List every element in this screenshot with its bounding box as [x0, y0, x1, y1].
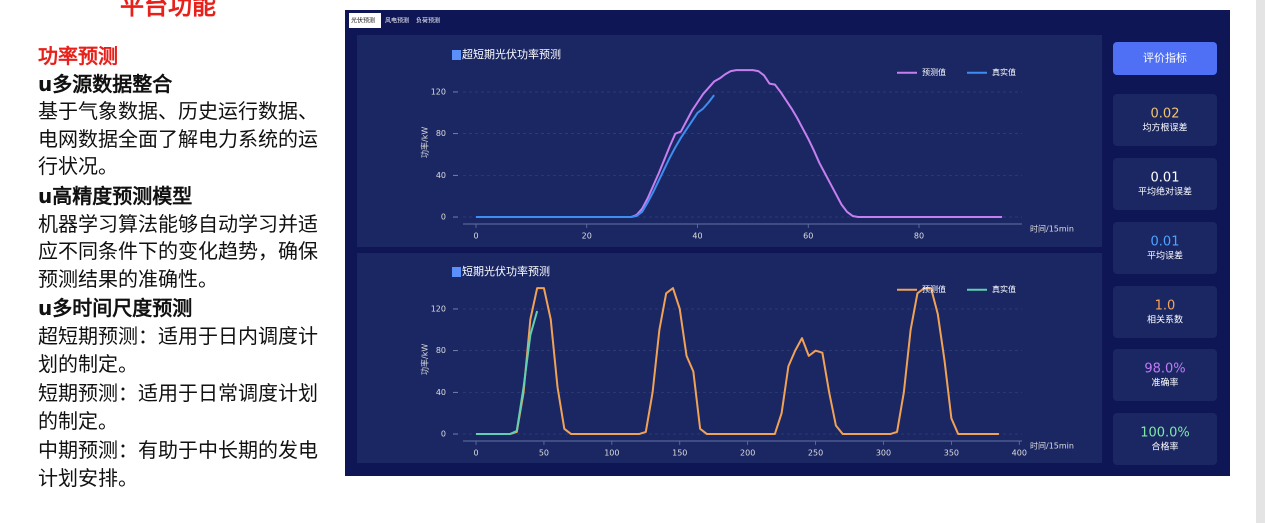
tab[interactable]: 风电预测: [385, 17, 409, 25]
x-tick-label: 60: [803, 232, 813, 241]
y-axis-label: 功率/kW: [420, 127, 430, 158]
x-axis-label: 时间/15min: [1030, 441, 1074, 451]
metric-card: [1113, 222, 1217, 274]
title-marker: [452, 50, 461, 60]
x-tick-label: 0: [473, 232, 478, 241]
metric-card: [1113, 158, 1217, 210]
tab[interactable]: 光伏预测: [351, 17, 375, 25]
series-line: [476, 310, 539, 436]
metric-value: 0.01: [1151, 171, 1180, 186]
x-tick-label: 0: [473, 449, 478, 458]
item-text: 短期预测：适用于日常调度计划的制定。: [38, 381, 318, 433]
y-tick-label: 0: [441, 213, 446, 222]
y-tick-label: 120: [431, 87, 446, 96]
page-title: 平台功能: [120, 0, 216, 20]
tab-active: [349, 13, 381, 28]
metric-value: 1.0: [1155, 299, 1176, 314]
section-heading: 功率预测: [38, 44, 118, 68]
x-tick-label: 100: [604, 449, 619, 458]
y-tick-label: 80: [436, 129, 446, 138]
metrics-button[interactable]: [1113, 42, 1217, 75]
x-tick-label: 50: [539, 449, 549, 458]
y-tick-label: 0: [441, 430, 446, 439]
y-tick-label: 40: [436, 171, 446, 180]
metric-value: 100.0%: [1140, 426, 1190, 441]
series-line: [476, 94, 715, 219]
x-tick-label: 80: [914, 232, 924, 241]
item-text: 基于气象数据、历史运行数据、电网数据全面了解电力系统的运行状况。: [38, 99, 318, 179]
metric-label: 均方根误差: [1142, 122, 1187, 134]
chart-title: 短期光伏功率预测: [462, 264, 550, 278]
item-text: 机器学习算法能够自动学习并适应不同条件下的变化趋势，确保预测结果的准确性。: [38, 211, 318, 291]
item-heading: u多时间尺度预测: [38, 296, 193, 321]
x-tick-label: 250: [808, 449, 823, 458]
legend-label: 预测值: [922, 284, 946, 294]
x-tick-label: 300: [876, 449, 891, 458]
metric-label: 合格率: [1151, 441, 1178, 453]
item-text: 超短期预测：适用于日内调度计划的制定。: [38, 323, 318, 376]
x-tick-label: 200: [740, 449, 755, 458]
x-tick-label: 400: [1012, 449, 1027, 458]
tab[interactable]: 负荷预测: [416, 17, 440, 25]
feature-text: 功率预测 u多源数据整合基于气象数据、历史运行数据、电网数据全面了解电力系统的运…: [38, 43, 330, 495]
x-axis-label: 时间/15min: [1030, 224, 1074, 234]
chart-panel: [357, 253, 1102, 463]
x-tick-label: 350: [944, 449, 959, 458]
y-tick-label: 120: [431, 304, 446, 313]
y-tick-label: 80: [436, 346, 446, 355]
metric-label: 相关系数: [1147, 314, 1183, 326]
metric-value: 0.01: [1151, 235, 1180, 250]
item-text: 中期预测：有助于中长期的发电计划安排。: [38, 438, 318, 490]
x-tick-label: 40: [692, 232, 702, 241]
metric-card: [1113, 94, 1217, 146]
legend-label: 预测值: [922, 67, 946, 77]
x-tick-label: 150: [672, 449, 687, 458]
item-heading: u多源数据整合: [38, 71, 173, 96]
chart-panel: [357, 35, 1102, 247]
metric-card: [1113, 413, 1217, 465]
title-marker: [452, 267, 461, 277]
y-axis-label: 功率/kW: [420, 344, 430, 375]
metric-label: 准确率: [1151, 377, 1178, 389]
metric-label: 平均绝对误差: [1138, 186, 1192, 198]
metric-card: [1113, 286, 1217, 338]
legend-label: 真实值: [992, 284, 1016, 294]
y-tick-label: 40: [436, 388, 446, 397]
scrollbar: [1256, 0, 1265, 523]
series-line: [476, 287, 999, 436]
x-tick-label: 20: [582, 232, 592, 241]
legend-label: 真实值: [992, 67, 1016, 77]
metrics-title[interactable]: 评价指标: [1143, 51, 1187, 65]
metric-value: 98.0%: [1144, 362, 1185, 377]
chart-title: 超短期光伏功率预测: [462, 47, 561, 61]
metric-value: 0.02: [1151, 107, 1180, 122]
metric-card: [1113, 349, 1217, 401]
item-heading: u高精度预测模型: [38, 183, 193, 208]
metric-label: 平均误差: [1147, 250, 1183, 262]
